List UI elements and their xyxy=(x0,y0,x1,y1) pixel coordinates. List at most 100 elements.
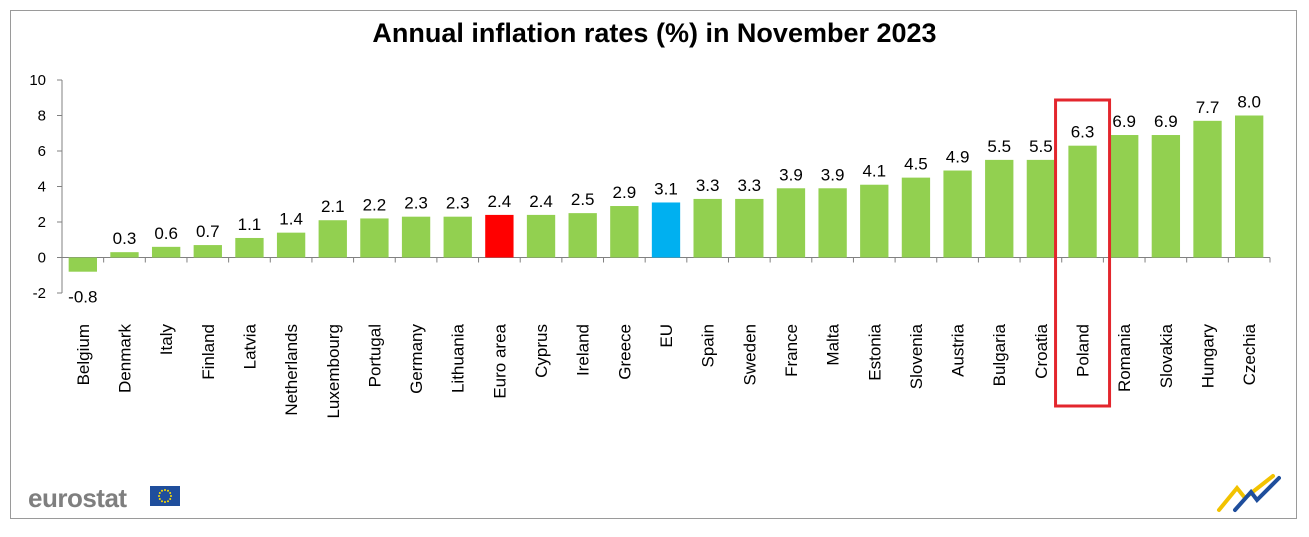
x-tick-label: Slovakia xyxy=(1157,323,1176,388)
data-label: 7.7 xyxy=(1196,98,1220,117)
bar-eu xyxy=(651,202,681,258)
bar-hungary xyxy=(1193,120,1222,258)
highlight-box-poland xyxy=(1054,98,1112,408)
y-tick-label: 0 xyxy=(38,250,46,267)
x-tick-label: Sweden xyxy=(740,324,759,385)
bar-italy xyxy=(151,246,181,258)
y-tick-label: 2 xyxy=(38,214,46,231)
bar-euro-area xyxy=(485,214,514,258)
y-tick-label: 10 xyxy=(29,72,46,89)
data-label: 2.9 xyxy=(613,183,637,202)
x-tick-label: Latvia xyxy=(240,323,259,369)
data-label: 4.5 xyxy=(904,155,928,174)
data-label: 8.0 xyxy=(1237,93,1261,112)
bar-malta xyxy=(818,188,847,258)
x-tick-label: Austria xyxy=(949,323,968,376)
data-label: 5.5 xyxy=(1029,137,1053,156)
eu-flag-icon xyxy=(150,486,180,506)
bar-denmark xyxy=(110,252,139,258)
data-label: 2.1 xyxy=(321,197,345,216)
x-tick-label: Luxembourg xyxy=(324,324,343,419)
bar-austria xyxy=(943,170,972,258)
bar-bulgaria xyxy=(985,159,1014,258)
x-tick-label: Ireland xyxy=(574,324,593,376)
data-label: 2.4 xyxy=(529,192,553,211)
bar-finland xyxy=(193,245,222,258)
data-label: 2.3 xyxy=(404,194,428,213)
data-label: 2.2 xyxy=(363,195,387,214)
data-label: -0.8 xyxy=(68,288,97,307)
data-label: 3.3 xyxy=(696,176,720,195)
x-tick-label: France xyxy=(782,324,801,377)
chart-title: Annual inflation rates (%) in November 2… xyxy=(372,18,937,48)
x-tick-label: Germany xyxy=(407,324,426,394)
data-label: 6.3 xyxy=(1071,123,1095,142)
bar-estonia xyxy=(860,184,889,258)
data-label: 3.9 xyxy=(779,165,803,184)
bar-croatia xyxy=(1026,159,1056,258)
chart-frame xyxy=(10,10,1297,519)
eurostat-corner-logo-icon xyxy=(1217,474,1281,512)
y-tick-label: 4 xyxy=(38,179,46,196)
bar-france xyxy=(776,188,806,258)
x-tick-label: Cyprus xyxy=(532,324,551,378)
x-tick-label: Estonia xyxy=(865,323,884,380)
bar-czechia xyxy=(1235,115,1264,258)
x-tick-label: Czechia xyxy=(1240,323,1259,385)
bar-ireland xyxy=(568,213,597,258)
bar-cyprus xyxy=(526,214,556,258)
x-tick-label: Malta xyxy=(824,323,843,365)
bar-germany xyxy=(401,216,431,258)
bar-spain xyxy=(693,198,722,258)
x-tick-label: EU xyxy=(657,324,676,348)
bar-slovakia xyxy=(1151,135,1181,258)
data-label: 3.3 xyxy=(737,176,761,195)
y-tick-label: 6 xyxy=(38,143,46,160)
x-tick-label: Portugal xyxy=(365,324,384,387)
bar-portugal xyxy=(360,218,389,258)
bar-latvia xyxy=(235,237,264,258)
bar-slovenia xyxy=(901,177,931,258)
bar-lithuania xyxy=(443,216,472,258)
x-tick-label: Romania xyxy=(1115,323,1134,392)
data-label: 4.1 xyxy=(862,162,886,181)
bar-greece xyxy=(610,206,639,258)
data-label: 2.3 xyxy=(446,194,470,213)
x-tick-label: Italy xyxy=(157,324,176,356)
bar-sweden xyxy=(735,198,764,258)
x-tick-label: Bulgaria xyxy=(990,323,1009,386)
data-label: 6.9 xyxy=(1112,112,1136,131)
x-tick-label: Euro area xyxy=(490,323,509,398)
data-label: 1.1 xyxy=(238,215,262,234)
data-label: 1.4 xyxy=(279,210,303,229)
data-label: 2.5 xyxy=(571,190,595,209)
x-tick-label: Poland xyxy=(1074,324,1093,377)
x-tick-label: Slovenia xyxy=(907,323,926,389)
data-label: 2.4 xyxy=(488,192,512,211)
x-tick-label: Hungary xyxy=(1199,324,1218,389)
data-label: 0.3 xyxy=(113,229,137,248)
x-tick-label: Denmark xyxy=(115,324,134,393)
data-label: 5.5 xyxy=(987,137,1011,156)
x-tick-label: Finland xyxy=(199,324,218,380)
x-tick-label: Croatia xyxy=(1032,323,1051,378)
data-label: 4.9 xyxy=(946,148,970,167)
data-label: 3.9 xyxy=(821,165,845,184)
data-label: 3.1 xyxy=(654,179,678,198)
bar-belgium xyxy=(68,257,97,272)
data-label: 6.9 xyxy=(1154,112,1178,131)
data-label: 0.7 xyxy=(196,222,220,241)
bar-luxembourg xyxy=(318,220,347,258)
x-tick-label: Netherlands xyxy=(282,324,301,416)
y-tick-label: -2 xyxy=(33,285,46,302)
x-tick-label: Belgium xyxy=(74,324,93,385)
x-tick-label: Spain xyxy=(699,324,718,367)
eurostat-wordmark: eurostat xyxy=(28,483,127,513)
x-tick-label: Greece xyxy=(615,324,634,380)
y-tick-label: 8 xyxy=(38,108,46,125)
bar-romania xyxy=(1110,135,1139,258)
bar-netherlands xyxy=(276,232,306,258)
x-tick-label: Lithuania xyxy=(449,323,468,393)
bar-poland xyxy=(1068,145,1097,258)
